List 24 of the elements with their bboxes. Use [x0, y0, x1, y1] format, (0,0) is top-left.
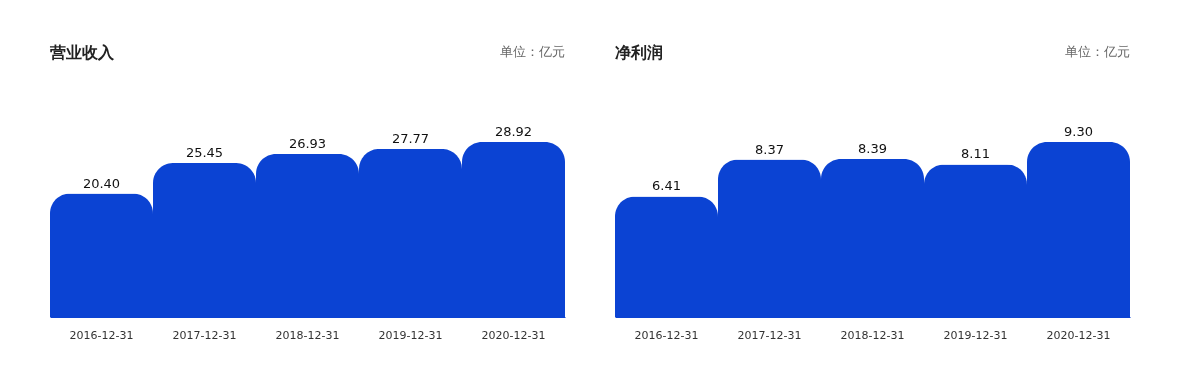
x-tick-label: 2019-12-31 — [378, 328, 443, 342]
x-tick-label: 2020-12-31 — [481, 328, 546, 342]
x-tick-label: 2016-12-31 — [69, 328, 134, 342]
x-tick-label: 2017-12-31 — [737, 328, 802, 342]
data-label: 8.37 — [755, 141, 784, 157]
text: 单位：亿元 — [500, 44, 565, 59]
data-label: 27.77 — [391, 130, 430, 146]
data-label: 8.39 — [858, 141, 887, 157]
x-tick-label: 2019-12-31 — [943, 328, 1008, 342]
chart-title: 营业收入 — [49, 43, 115, 62]
data-label: 8.11 — [961, 146, 990, 162]
data-label: 6.41 — [652, 178, 681, 194]
x-tick-label: 2018-12-31 — [840, 328, 905, 342]
data-label: 9.30 — [1064, 124, 1093, 139]
x-tick-label: 2016-12-31 — [634, 328, 699, 342]
x-tick-label: 2017-12-31 — [172, 328, 237, 342]
text: 单位：亿元 — [1065, 44, 1130, 59]
data-label: 25.45 — [185, 145, 224, 160]
chart-title: 净利润 — [615, 43, 663, 62]
x-tick-label: 2018-12-31 — [275, 328, 340, 342]
x-tick-label: 2020-12-31 — [1046, 328, 1111, 342]
data-label: 28.92 — [494, 124, 533, 139]
data-label: 20.40 — [82, 175, 121, 191]
data-label: 26.93 — [288, 136, 327, 152]
